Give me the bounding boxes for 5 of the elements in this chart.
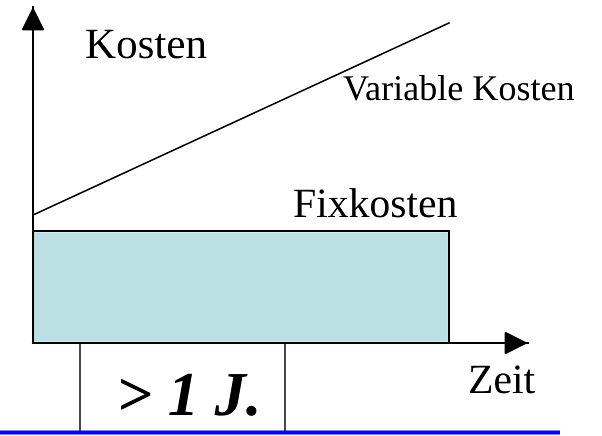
series-label: Fixkosten: [294, 188, 457, 218]
y-axis-title: Kosten: [86, 30, 206, 58]
text: > 1 J.: [121, 374, 256, 416]
x-axis-title: Zeit: [470, 365, 535, 394]
series-label: Variable Kosten: [343, 74, 574, 101]
